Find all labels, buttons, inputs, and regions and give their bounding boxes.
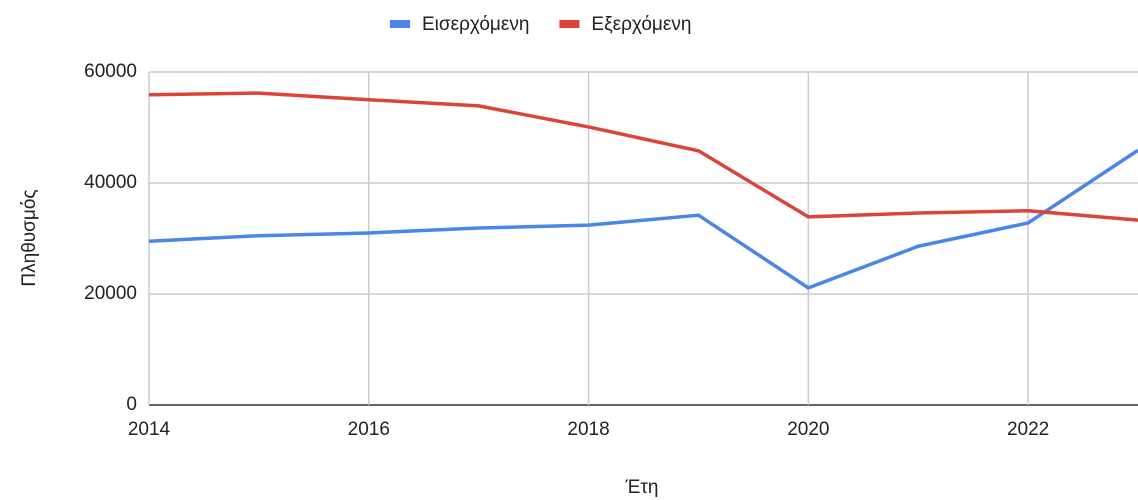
legend-swatch xyxy=(390,20,410,28)
y-tick-label: 20000 xyxy=(84,283,137,304)
x-tick-label: 2018 xyxy=(567,419,609,440)
x-tick-label: 2014 xyxy=(128,419,171,440)
y-tick-label: 40000 xyxy=(84,172,137,193)
y-tick-label: 60000 xyxy=(84,61,137,82)
x-tick-label: 2016 xyxy=(348,419,390,440)
legend-label: Εξερχόμενη xyxy=(591,14,691,35)
legend-label: Εισερχόμενη xyxy=(422,14,529,35)
legend: Εισερχόμενη Εξερχόμενη xyxy=(390,14,691,35)
y-tick-label: 0 xyxy=(126,394,137,415)
legend-swatch xyxy=(559,20,580,28)
series-line xyxy=(149,91,1138,222)
x-tick-label: 2022 xyxy=(1007,419,1049,440)
x-axis-label: Έτη xyxy=(625,477,659,498)
y-axis-label: Πληθυσμός xyxy=(19,189,40,286)
series-line xyxy=(149,148,1138,290)
x-tick-label: 2020 xyxy=(787,419,829,440)
plot-area xyxy=(149,91,1138,290)
